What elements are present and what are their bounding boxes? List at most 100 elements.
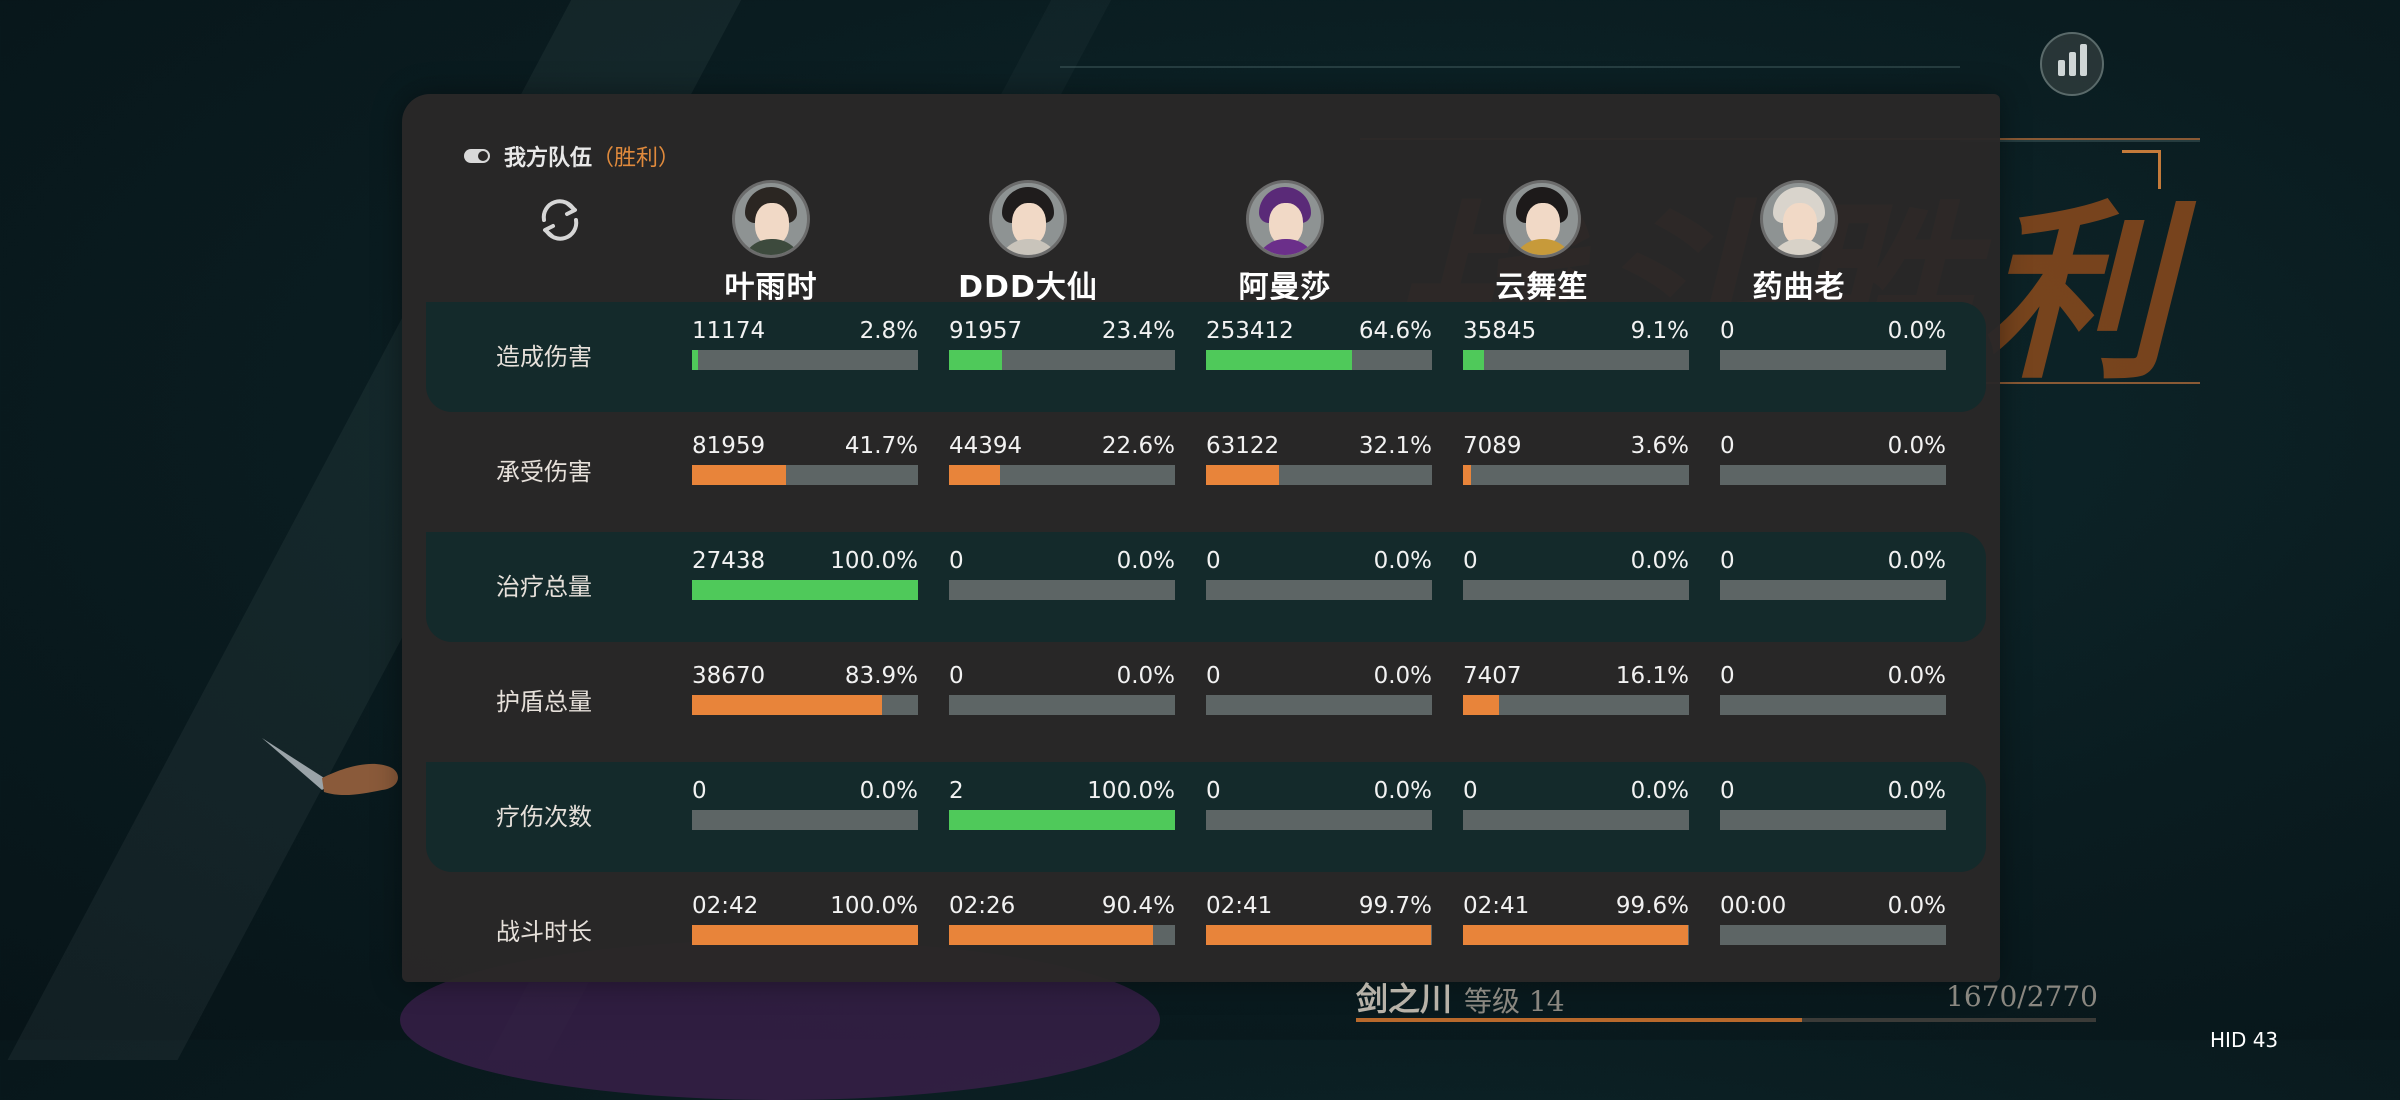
stat-bar [692, 580, 918, 600]
stat-percent: 83.9% [844, 663, 918, 689]
stat-bar-fill [692, 580, 918, 600]
stat-bar-fill [949, 350, 1002, 370]
stat-cell: 0 0.0% [1720, 546, 1946, 600]
stat-row: 承受伤害 81959 41.7% 44394 22.6% 63122 32.1% 7089 3.… [426, 417, 1986, 527]
stat-percent: 0.0% [1373, 548, 1432, 574]
stat-percent: 0.0% [859, 778, 918, 804]
stat-row: 造成伤害 11174 2.8% 91957 23.4% 253412 64.6% 35845 9… [426, 302, 1986, 412]
stat-bar [1206, 695, 1432, 715]
stat-value: 0 [1720, 548, 1735, 574]
stat-value: 0 [1206, 778, 1221, 804]
stat-percent: 0.0% [1116, 548, 1175, 574]
refresh-icon[interactable] [534, 194, 586, 246]
stat-value: 7089 [1463, 433, 1522, 459]
experience-bar-fill [1356, 1018, 1803, 1022]
stat-bar-fill [692, 350, 699, 370]
stat-value: 0 [692, 778, 707, 804]
stat-bar [1720, 465, 1946, 485]
stat-value: 02:41 [1463, 893, 1530, 919]
stat-percent: 99.7% [1358, 893, 1432, 919]
bar-chart-icon [2057, 60, 2065, 76]
avatar-face [1269, 203, 1303, 245]
stat-bar-fill [692, 925, 918, 945]
stat-label: 护盾总量 [496, 688, 592, 716]
stat-cell: 02:41 99.6% [1463, 891, 1689, 945]
background-line [1960, 140, 2200, 142]
background-line [1060, 66, 1960, 68]
stat-value: 27438 [692, 548, 766, 574]
avatar-body [998, 239, 1060, 255]
stat-percent: 100.0% [1087, 778, 1175, 804]
stat-cell: 02:42 100.0% [692, 891, 918, 945]
panel-title: 我方队伍 （胜利） [464, 140, 680, 172]
stat-bar-fill [1463, 695, 1500, 715]
stat-percent: 0.0% [1887, 318, 1946, 344]
stat-value: 0 [1720, 318, 1735, 344]
stat-cell: 44394 22.6% [949, 431, 1175, 485]
stat-value: 63122 [1206, 433, 1280, 459]
stat-bar [692, 925, 918, 945]
avatar-body [1255, 239, 1317, 255]
stat-cell: 38670 83.9% [692, 661, 918, 715]
stat-bar [1720, 810, 1946, 830]
stat-bar [949, 580, 1175, 600]
stats-button[interactable] [2040, 32, 2104, 96]
stat-bar-fill [1463, 350, 1484, 370]
player-name: 阿曼莎 [1238, 270, 1332, 305]
stat-bar [949, 925, 1175, 945]
avatar-body [741, 239, 803, 255]
player-avatar[interactable] [1503, 180, 1581, 258]
player-header: 药曲老 [1684, 180, 1914, 306]
character-name: 剑之川 [1356, 980, 1453, 1018]
stat-bar [1463, 810, 1689, 830]
stat-bar-fill [692, 695, 882, 715]
stat-percent: 23.4% [1101, 318, 1175, 344]
stat-bar [1463, 580, 1689, 600]
player-avatar[interactable] [1760, 180, 1838, 258]
stat-row: 疗伤次数 0 0.0% 2 100.0% 0 0.0% 0 0.0% 0 0.0% [426, 762, 1986, 872]
stat-bar-fill [949, 925, 1154, 945]
stat-percent: 0.0% [1887, 778, 1946, 804]
stat-value: 35845 [1463, 318, 1537, 344]
stat-label: 造成伤害 [496, 343, 592, 371]
stat-percent: 32.1% [1358, 433, 1432, 459]
stat-value: 0 [1720, 663, 1735, 689]
player-name: 云舞笙 [1495, 270, 1589, 305]
stat-value: 02:41 [1206, 893, 1273, 919]
stat-bar [949, 695, 1175, 715]
stat-label: 治疗总量 [496, 573, 592, 601]
stat-value: 44394 [949, 433, 1023, 459]
stat-bar [1720, 695, 1946, 715]
stat-percent: 0.0% [1630, 548, 1689, 574]
stat-label: 战斗时长 [496, 918, 592, 946]
team-label: 我方队伍 [504, 146, 593, 171]
player-avatar[interactable] [1246, 180, 1324, 258]
stat-cell: 0 0.0% [1720, 661, 1946, 715]
stat-bar [1206, 465, 1432, 485]
stat-percent: 0.0% [1887, 548, 1946, 574]
stat-bar-fill [1206, 465, 1279, 485]
bar-chart-icon [2068, 52, 2076, 76]
stat-row: 战斗时长 02:42 100.0% 02:26 90.4% 02:41 99.7% 02:41… [426, 877, 1986, 987]
stat-label: 疗伤次数 [496, 803, 592, 831]
stat-cell: 0 0.0% [1720, 316, 1946, 370]
stat-bar [949, 810, 1175, 830]
stat-cell: 0 0.0% [1206, 776, 1432, 830]
player-header: 阿曼莎 [1170, 180, 1400, 306]
stat-cell: 0 0.0% [1720, 776, 1946, 830]
player-avatar[interactable] [989, 180, 1067, 258]
player-avatar[interactable] [732, 180, 810, 258]
stat-percent: 0.0% [1887, 893, 1946, 919]
stat-value: 0 [1463, 548, 1478, 574]
stat-value: 02:26 [949, 893, 1016, 919]
stat-bar [1463, 465, 1689, 485]
toggle-icon[interactable] [464, 149, 490, 163]
stat-percent: 16.1% [1615, 663, 1689, 689]
avatar-body [1512, 239, 1574, 255]
stat-cell: 0 0.0% [949, 661, 1175, 715]
battle-stats-panel: 我方队伍 （胜利） 叶雨时 DDD大仙 阿曼莎 云舞笙 药曲老 造成伤害 11174 2.8%… [402, 94, 2000, 982]
stat-value: 0 [949, 663, 964, 689]
stat-cell: 27438 100.0% [692, 546, 918, 600]
stat-value: 0 [949, 548, 964, 574]
experience-bar [1356, 1018, 2096, 1022]
